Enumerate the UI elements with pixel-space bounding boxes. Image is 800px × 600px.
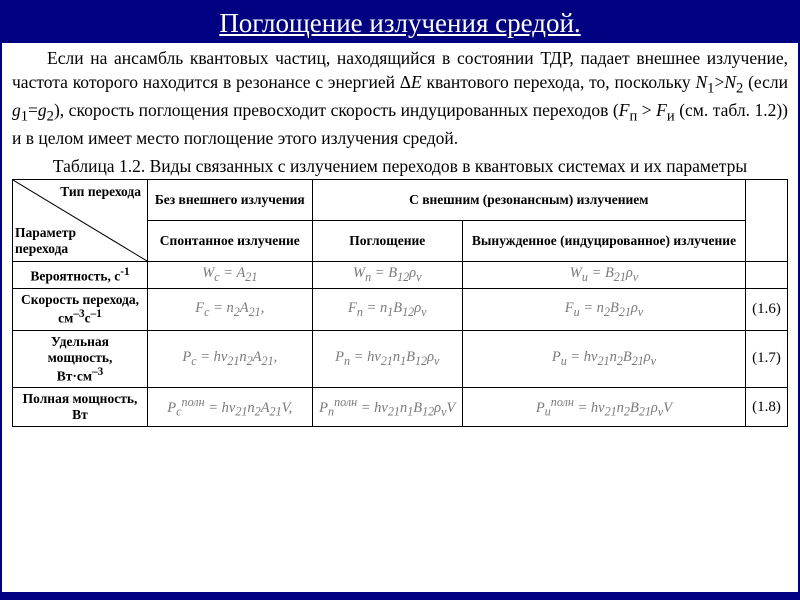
cell-eqnum: (1.6) (746, 289, 788, 331)
col-header-no-external: Без внешнего излучения (148, 180, 313, 221)
cell-formula: Wc = A21 (148, 262, 313, 289)
table-row: Вероятность, с-1 Wc = A21 Wп = B12ρν Wи … (13, 262, 788, 289)
cell-formula: Pcполн = hν21n2A21V, (148, 388, 313, 427)
sub-header-stimulated: Вынужденное (индуцированное) излучение (462, 221, 745, 262)
cell-eqnum: (1.7) (746, 330, 788, 388)
table-row: Удельная мощность,Вт·см–3 Pc = hν21n2A21… (13, 330, 788, 388)
diagonal-header: Тип перехода Параметрперехода (13, 180, 148, 262)
slide-title: Поглощение излучения средой. (2, 2, 798, 43)
cell-formula: Wп = B12ρν (312, 262, 462, 289)
col-header-with-external: С внешним (резонансным) излучением (312, 180, 745, 221)
content-area: Если на ансамбль квантовых частиц, наход… (2, 43, 798, 592)
cell-formula: Pи = hν21n2B21ρν (462, 330, 745, 388)
row-label-rate: Скорость перехода,см–3с–1 (13, 289, 148, 331)
cell-formula: Pc = hν21n2A21, (148, 330, 313, 388)
col-header-eqnum (746, 180, 788, 262)
row-label-specific-power: Удельная мощность,Вт·см–3 (13, 330, 148, 388)
table-row: Скорость перехода,см–3с–1 Fc = n2A21, Fп… (13, 289, 788, 331)
body-paragraph: Если на ансамбль квантовых частиц, наход… (12, 47, 788, 151)
diag-bot-label: Параметрперехода (15, 225, 76, 257)
row-label-total-power: Полная мощность,Вт (13, 388, 148, 427)
cell-formula: Fc = n2A21, (148, 289, 313, 331)
cell-formula: Fи = n2B21ρν (462, 289, 745, 331)
transitions-table: Тип перехода Параметрперехода Без внешне… (12, 179, 788, 427)
row-label-probability: Вероятность, с-1 (13, 262, 148, 289)
cell-formula: Pпполн = hν21n1B12ρνV (312, 388, 462, 427)
slide: Поглощение излучения средой. Если на анс… (0, 0, 800, 600)
sub-header-absorption: Поглощение (312, 221, 462, 262)
cell-formula: Pп = hν21n1B12ρν (312, 330, 462, 388)
cell-formula: Pиполн = hν21n2B21ρνV (462, 388, 745, 427)
cell-eqnum (746, 262, 788, 289)
table-caption: Таблица 1.2. Виды связанных с излучением… (12, 155, 788, 178)
table-row: Полная мощность,Вт Pcполн = hν21n2A21V, … (13, 388, 788, 427)
sub-header-spontaneous: Спонтанное излучение (148, 221, 313, 262)
cell-eqnum: (1.8) (746, 388, 788, 427)
bottom-border (2, 592, 798, 598)
diag-top-label: Тип перехода (60, 184, 141, 200)
cell-formula: Wи = B21ρν (462, 262, 745, 289)
cell-formula: Fп = n1B12ρν (312, 289, 462, 331)
